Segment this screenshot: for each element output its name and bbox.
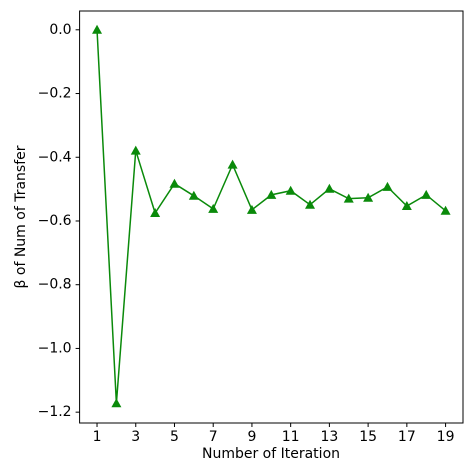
data-point: [169, 178, 180, 188]
data-point: [266, 189, 277, 199]
data-point: [382, 181, 393, 191]
x-tick-label: 15: [359, 429, 377, 445]
y-tick-label: −1.2: [38, 404, 72, 420]
x-tick-label: 11: [282, 429, 300, 445]
x-tick-label: 1: [93, 429, 102, 445]
data-point: [363, 192, 374, 202]
data-point: [285, 185, 296, 195]
data-point: [440, 205, 451, 215]
x-tick-label: 17: [398, 429, 416, 445]
data-point: [188, 190, 199, 200]
x-tick-label: 5: [170, 429, 179, 445]
data-point: [227, 159, 238, 169]
data-point: [343, 193, 354, 203]
x-tick-label: 13: [320, 429, 338, 445]
data-point: [421, 189, 432, 199]
data-point: [246, 204, 257, 214]
y-tick-label: −1.0: [38, 340, 72, 356]
y-tick-label: −0.8: [38, 277, 72, 293]
data-point: [150, 208, 161, 218]
data-point: [111, 398, 122, 408]
data-point: [92, 24, 103, 34]
x-axis-label: Number of Iteration: [202, 446, 340, 462]
x-tick-label: 3: [131, 429, 140, 445]
data-point: [324, 183, 335, 193]
y-tick-label: −0.2: [38, 86, 72, 102]
plot-frame: [79, 10, 464, 424]
y-tick-label: 0.0: [49, 22, 71, 38]
data-point: [305, 199, 316, 209]
data-point: [401, 201, 412, 211]
y-tick-label: −0.4: [38, 149, 72, 165]
x-tick-label: 9: [247, 429, 256, 445]
x-tick-label: 19: [437, 429, 455, 445]
x-tick-label: 7: [209, 429, 218, 445]
data-point: [208, 203, 219, 213]
y-axis-label: β of Num of Transfer: [13, 145, 29, 288]
series-line: [96, 29, 447, 404]
y-tick-label: −0.6: [38, 213, 72, 229]
data-point: [130, 145, 141, 155]
